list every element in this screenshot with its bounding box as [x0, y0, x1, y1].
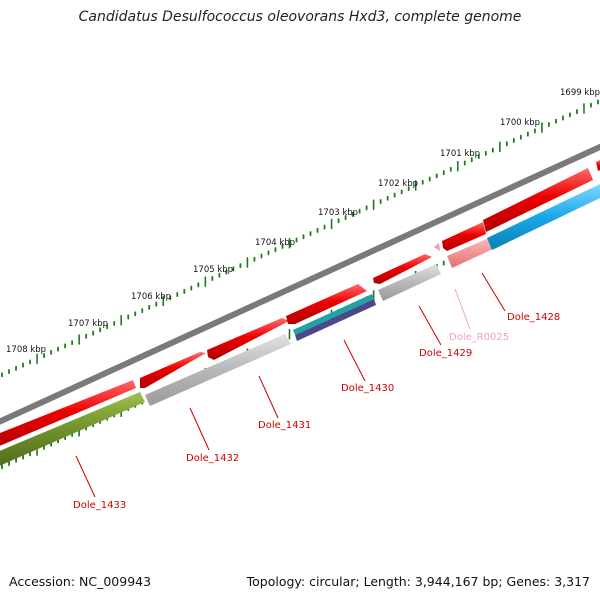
scale-label-1701-kbp: 1701 kbp: [440, 149, 480, 159]
scale-label-1699-kbp: 1699 kbp: [560, 88, 600, 98]
scale-label-1708-kbp: 1708 kbp: [6, 345, 46, 355]
scale-label-1702-kbp: 1702 kbp: [378, 179, 418, 189]
reverse-strand-genes: [0, 184, 600, 470]
gene-1429-grey[interactable]: [378, 264, 441, 301]
accession-text: Accession: NC_009943: [9, 574, 152, 589]
gene-forward-1428a[interactable]: [442, 222, 486, 251]
gene-label-dole-1429[interactable]: Dole_1429: [419, 348, 472, 359]
gene-1428-blue[interactable]: [487, 184, 600, 250]
gene-1433-green[interactable]: [0, 392, 145, 470]
scale-tick-labels: 1699 kbp 1700 kbp 1701 kbp 1702 kbp 1703 kbp…: [6, 88, 600, 355]
gene-forward-1430[interactable]: [286, 284, 367, 324]
gene-forward-1429[interactable]: [373, 254, 432, 284]
gene-labels: Dole_1428 Dole_R0025 Dole_1429 Dole_1430…: [73, 312, 560, 511]
scale-label-1706-kbp: 1706 kbp: [131, 292, 171, 302]
scale-label-1707-kbp: 1707 kbp: [68, 319, 108, 329]
gene-label-leaders: [75, 272, 506, 498]
gene-label-dole-1431[interactable]: Dole_1431: [258, 420, 311, 431]
forward-strand-genes: [0, 160, 600, 450]
scale-label-1705-kbp: 1705 kbp: [193, 265, 233, 275]
scale-label-1703-kbp: 1703 kbp: [318, 208, 358, 218]
gene-label-dole-1433[interactable]: Dole_1433: [73, 500, 126, 511]
gene-forward-1428b[interactable]: [483, 168, 593, 232]
genome-summary-text: Topology: circular; Length: 3,944,167 bp…: [246, 574, 590, 589]
scale-label-1704-kbp: 1704 kbp: [255, 238, 295, 248]
gene-1430-purple[interactable]: [295, 299, 376, 341]
scale-label-1700-kbp: 1700 kbp: [500, 118, 540, 128]
gene-forward-1433[interactable]: [0, 380, 136, 450]
gene-label-dole-1432[interactable]: Dole_1432: [186, 453, 239, 464]
gene-R0025-pink[interactable]: [447, 238, 493, 268]
gene-label-dole-r0025[interactable]: Dole_R0025: [449, 332, 509, 343]
gene-forward-1432[interactable]: [140, 352, 206, 388]
gene-1432-grey[interactable]: [145, 334, 291, 406]
gene-label-dole-1430[interactable]: Dole_1430: [341, 383, 394, 394]
gene-small-pink-arrow[interactable]: [434, 243, 440, 251]
gene-1431-teal[interactable]: [293, 294, 374, 335]
genome-backbone: [0, 144, 600, 425]
map-title: Candidatus Desulfococcus oleovorans Hxd3…: [78, 9, 522, 25]
gene-forward-1431[interactable]: [207, 318, 289, 360]
gene-forward-edge[interactable]: [596, 160, 600, 171]
gene-label-dole-1428[interactable]: Dole_1428: [507, 312, 560, 323]
